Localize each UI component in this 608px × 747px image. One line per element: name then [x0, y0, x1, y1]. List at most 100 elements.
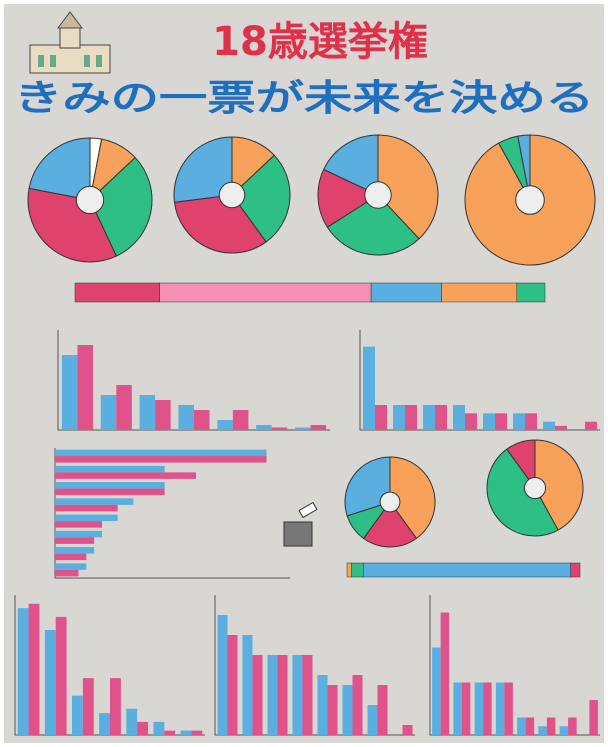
- bar: [375, 405, 387, 430]
- bar: [310, 425, 327, 430]
- bar: [538, 726, 547, 735]
- bar-segment: [351, 562, 364, 578]
- bar-segment: [370, 282, 442, 303]
- bar: [267, 655, 278, 735]
- bar: [191, 730, 203, 735]
- bar: [153, 721, 165, 735]
- bar: [178, 405, 194, 430]
- bar: [126, 708, 138, 735]
- pie-slice: [173, 194, 267, 254]
- bar: [55, 563, 87, 570]
- bar: [55, 547, 95, 554]
- bar: [55, 553, 87, 561]
- pie-slice: [377, 134, 439, 240]
- bar: [461, 682, 471, 735]
- bar: [17, 608, 29, 735]
- pie-slice: [517, 134, 531, 201]
- bar: [495, 413, 507, 430]
- bar: [543, 421, 555, 430]
- pie-slice: [389, 456, 436, 540]
- pie-slice: [506, 439, 536, 490]
- poster-title: 18歳選挙権: [212, 19, 428, 65]
- bar: [495, 682, 505, 735]
- bar: [139, 395, 156, 430]
- bar: [55, 472, 196, 479]
- bar: [55, 456, 267, 463]
- bar: [100, 395, 117, 430]
- bar: [483, 682, 492, 735]
- bar: [517, 717, 526, 735]
- bar: [61, 355, 78, 430]
- bar: [242, 635, 253, 735]
- bar: [453, 405, 465, 430]
- bar: [77, 345, 93, 430]
- poster-subtitle: きみの一票が未来を決める: [14, 78, 594, 119]
- bar: [116, 385, 132, 430]
- bar: [513, 413, 525, 430]
- pie-slice: [28, 137, 91, 201]
- bar: [377, 685, 388, 735]
- pie-slice: [486, 448, 559, 537]
- bar: [72, 695, 83, 735]
- bar: [217, 615, 228, 735]
- bar: [525, 717, 535, 735]
- bar: [194, 410, 210, 430]
- bar: [559, 726, 569, 735]
- bar: [435, 405, 447, 430]
- pie-slice: [326, 194, 420, 256]
- pie-center: [218, 181, 246, 209]
- bar: [405, 405, 417, 430]
- pie-center: [523, 476, 547, 500]
- bar: [432, 647, 441, 735]
- bar-segment: [516, 282, 546, 303]
- bar: [55, 482, 165, 489]
- bar: [402, 725, 413, 735]
- bar-segment: [159, 282, 372, 303]
- bar: [55, 498, 134, 505]
- bar-segment: [570, 562, 581, 578]
- bar: [317, 675, 328, 735]
- bar: [342, 685, 353, 735]
- bar: [55, 521, 102, 528]
- ballot-box: [283, 501, 318, 547]
- bar: [110, 678, 121, 735]
- bar: [55, 488, 165, 496]
- bar: [99, 713, 110, 735]
- pie-slice: [534, 439, 584, 531]
- bar: [453, 682, 462, 735]
- bar: [180, 730, 192, 735]
- bar: [483, 413, 495, 430]
- bar: [55, 449, 267, 457]
- bar: [546, 717, 556, 735]
- bar: [555, 425, 567, 430]
- bar: [585, 421, 597, 430]
- bar: [367, 705, 378, 735]
- bar: [28, 603, 40, 735]
- bar: [155, 400, 171, 430]
- bar: [292, 655, 303, 735]
- bar: [440, 612, 450, 735]
- bar-segment: [363, 562, 571, 578]
- bar: [164, 730, 176, 735]
- pie-center: [364, 181, 392, 209]
- bar: [252, 655, 263, 735]
- pie-slice: [173, 136, 233, 203]
- bar: [363, 346, 375, 430]
- bar: [232, 410, 249, 430]
- bar: [302, 655, 313, 735]
- pie-center: [75, 185, 105, 215]
- bar: [295, 427, 311, 430]
- bar: [227, 635, 238, 735]
- bar: [55, 504, 118, 512]
- bar: [474, 682, 484, 735]
- pie-slice: [344, 456, 391, 517]
- pie-slice: [317, 168, 380, 228]
- building-icon: [29, 11, 111, 74]
- bar: [589, 700, 598, 735]
- bar-segment: [74, 282, 160, 303]
- bar: [55, 514, 118, 522]
- bar: [327, 685, 338, 735]
- bar: [55, 569, 79, 577]
- bar: [55, 537, 95, 544]
